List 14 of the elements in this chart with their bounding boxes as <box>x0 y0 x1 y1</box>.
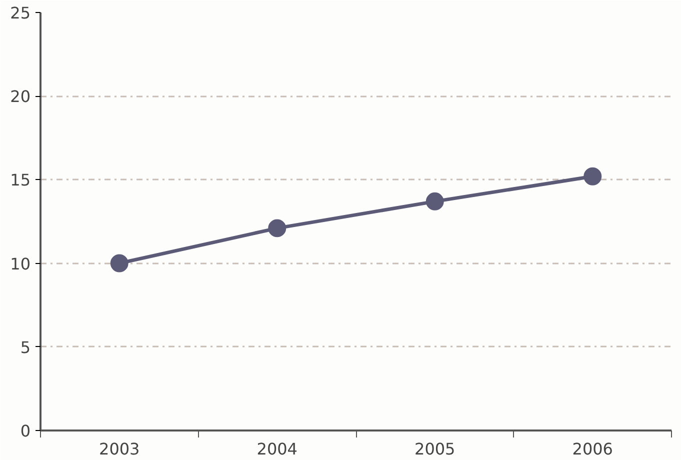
point <box>426 192 444 210</box>
y-tick-label: 20 <box>10 87 30 106</box>
y-tick-label: 25 <box>10 4 30 22</box>
x-tick-label: 2003 <box>99 440 140 458</box>
y-tick-label: 0 <box>20 422 31 440</box>
point <box>584 167 602 186</box>
x-tick-label: 2006 <box>572 440 613 458</box>
point <box>268 219 286 238</box>
y-tick-label: 5 <box>20 338 31 357</box>
x-tick-label: 2005 <box>414 440 456 458</box>
y-tick-label: 10 <box>10 254 30 274</box>
point <box>110 254 128 272</box>
x-tick-label: 2004 <box>256 440 298 458</box>
y-tick-label: 15 <box>10 170 30 190</box>
